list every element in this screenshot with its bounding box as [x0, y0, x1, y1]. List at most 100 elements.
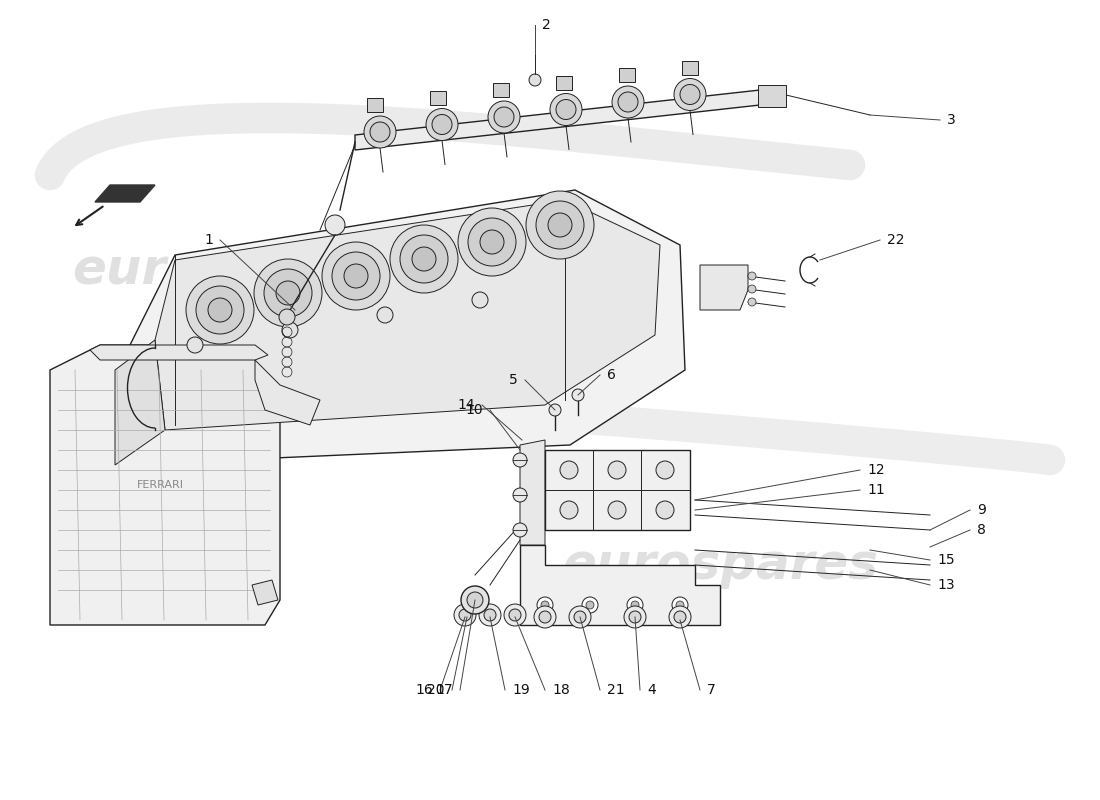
Text: 10: 10 [465, 403, 483, 417]
Circle shape [582, 597, 598, 613]
Text: eurospares: eurospares [562, 541, 878, 589]
Circle shape [187, 337, 204, 353]
Circle shape [631, 601, 639, 609]
Circle shape [488, 101, 520, 133]
Text: 4: 4 [647, 683, 656, 697]
Circle shape [458, 208, 526, 276]
Circle shape [618, 92, 638, 112]
Circle shape [680, 85, 700, 105]
Text: 2: 2 [542, 18, 551, 32]
Circle shape [656, 461, 674, 479]
Polygon shape [155, 200, 660, 430]
Circle shape [186, 276, 254, 344]
Circle shape [208, 298, 232, 322]
Text: 20: 20 [428, 683, 446, 697]
Circle shape [574, 611, 586, 623]
Circle shape [472, 292, 488, 308]
Circle shape [550, 94, 582, 126]
Circle shape [672, 597, 688, 613]
Circle shape [526, 191, 594, 259]
Bar [682, 61, 698, 74]
Circle shape [513, 488, 527, 502]
Circle shape [624, 606, 646, 628]
Circle shape [534, 606, 556, 628]
Circle shape [572, 389, 584, 401]
Circle shape [254, 259, 322, 327]
Circle shape [344, 264, 369, 288]
Text: 6: 6 [607, 368, 616, 382]
Text: 21: 21 [607, 683, 625, 697]
Text: 16: 16 [416, 683, 433, 697]
Text: FERRARI: FERRARI [136, 480, 184, 490]
Circle shape [748, 298, 756, 306]
Circle shape [432, 114, 452, 134]
Circle shape [676, 601, 684, 609]
Circle shape [509, 609, 521, 621]
Circle shape [494, 107, 514, 127]
Circle shape [461, 586, 490, 614]
Circle shape [569, 606, 591, 628]
Circle shape [454, 604, 476, 626]
Circle shape [468, 218, 516, 266]
Bar [758, 85, 786, 107]
Polygon shape [252, 580, 278, 605]
Bar [430, 90, 446, 105]
Circle shape [478, 604, 500, 626]
Circle shape [537, 597, 553, 613]
Circle shape [549, 404, 561, 416]
Circle shape [560, 501, 578, 519]
Circle shape [282, 322, 298, 338]
Circle shape [612, 86, 643, 118]
Circle shape [426, 109, 458, 141]
Polygon shape [50, 345, 280, 625]
Circle shape [196, 286, 244, 334]
Circle shape [364, 116, 396, 148]
Text: eurospares: eurospares [72, 246, 388, 294]
Circle shape [504, 604, 526, 626]
Circle shape [748, 285, 756, 293]
Text: 8: 8 [977, 523, 986, 537]
Circle shape [748, 272, 756, 280]
Text: 18: 18 [552, 683, 570, 697]
Circle shape [370, 122, 390, 142]
Text: 11: 11 [867, 483, 884, 497]
Circle shape [627, 597, 644, 613]
Circle shape [529, 74, 541, 86]
Polygon shape [95, 185, 155, 202]
Circle shape [322, 242, 390, 310]
Circle shape [513, 453, 527, 467]
Bar [619, 68, 635, 82]
Circle shape [629, 611, 641, 623]
Circle shape [674, 611, 686, 623]
Circle shape [608, 461, 626, 479]
Polygon shape [116, 190, 685, 465]
Circle shape [279, 309, 295, 325]
Circle shape [669, 606, 691, 628]
Text: 7: 7 [707, 683, 716, 697]
Polygon shape [355, 90, 760, 150]
Circle shape [548, 213, 572, 237]
Circle shape [459, 609, 471, 621]
Circle shape [390, 225, 458, 293]
Polygon shape [255, 360, 320, 425]
Polygon shape [520, 440, 544, 545]
Text: 22: 22 [887, 233, 904, 247]
Circle shape [332, 252, 380, 300]
Circle shape [264, 269, 312, 317]
Text: 1: 1 [205, 233, 213, 247]
Text: 17: 17 [436, 683, 453, 697]
Circle shape [674, 78, 706, 110]
Circle shape [480, 230, 504, 254]
Circle shape [468, 592, 483, 608]
Circle shape [513, 523, 527, 537]
Bar [556, 75, 572, 90]
Bar [493, 83, 509, 97]
Circle shape [400, 235, 448, 283]
Circle shape [541, 601, 549, 609]
Bar [544, 450, 690, 530]
Text: 13: 13 [937, 578, 955, 592]
Circle shape [412, 247, 436, 271]
Circle shape [324, 215, 345, 235]
Polygon shape [520, 545, 720, 625]
Circle shape [608, 501, 626, 519]
